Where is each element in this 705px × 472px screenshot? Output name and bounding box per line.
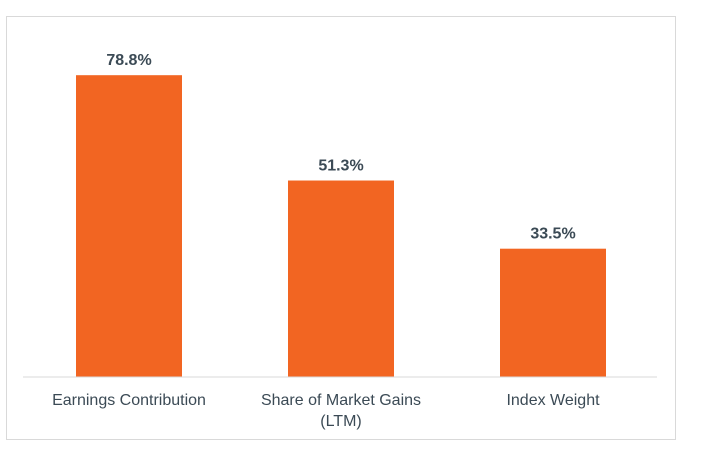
data-label-2: 51.3% xyxy=(318,158,363,175)
category-label-2-line-2: (LTM) xyxy=(320,413,361,430)
category-label-2-line-1: Share of Market Gains xyxy=(261,392,421,409)
value-labels-group: 78.8% 51.3% 33.5% xyxy=(106,52,575,242)
bar-1 xyxy=(76,75,182,378)
data-label-3: 33.5% xyxy=(530,226,575,243)
data-label-1: 78.8% xyxy=(106,52,151,69)
bar-2 xyxy=(288,180,394,377)
bar-3 xyxy=(500,248,606,377)
category-labels-group: Earnings Contribution Share of Market Gai… xyxy=(52,392,600,430)
category-label-3: Index Weight xyxy=(506,392,600,409)
category-label-1: Earnings Contribution xyxy=(52,392,206,409)
bars-group xyxy=(76,75,606,378)
